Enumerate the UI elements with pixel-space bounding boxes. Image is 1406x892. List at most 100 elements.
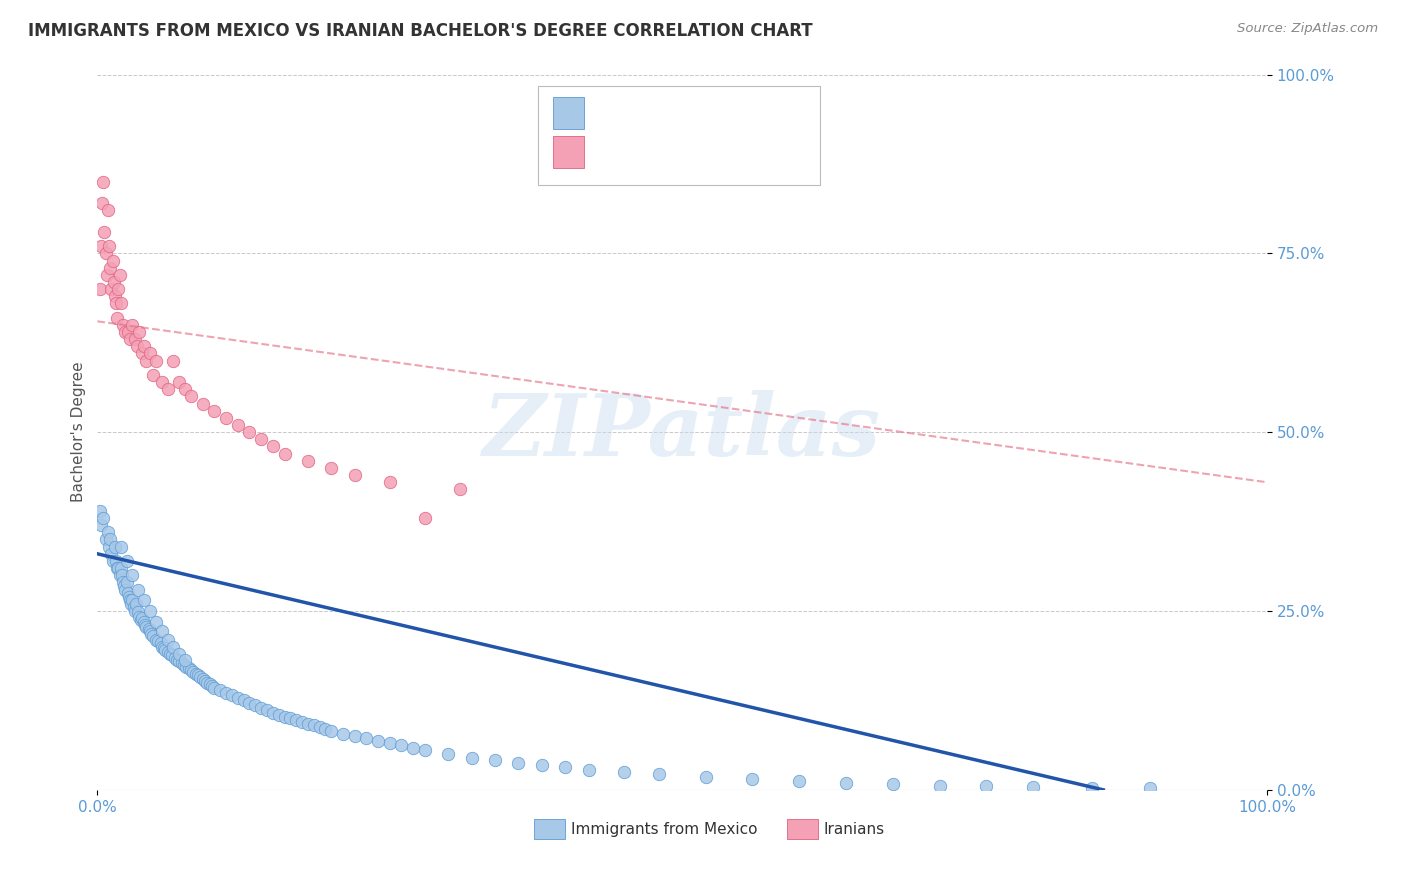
Point xyxy=(174,653,197,667)
Point xyxy=(142,629,165,643)
Point xyxy=(145,615,167,629)
Point xyxy=(101,253,124,268)
Point xyxy=(378,736,401,750)
Point xyxy=(180,663,202,677)
Point xyxy=(110,296,132,310)
Point xyxy=(232,693,254,707)
Point xyxy=(91,175,114,189)
Point xyxy=(613,764,636,779)
Point xyxy=(202,681,225,696)
Point xyxy=(256,703,278,717)
Point xyxy=(139,604,162,618)
Point xyxy=(695,770,717,784)
Point xyxy=(554,760,576,774)
Point xyxy=(124,332,146,346)
Point xyxy=(108,568,131,582)
Point xyxy=(138,622,160,636)
Point xyxy=(163,650,186,665)
Point xyxy=(134,593,156,607)
Point xyxy=(131,346,153,360)
Point xyxy=(93,225,115,239)
Point xyxy=(413,743,436,757)
Point xyxy=(238,696,260,710)
Point xyxy=(195,675,218,690)
Point xyxy=(94,246,117,260)
Point xyxy=(107,282,129,296)
Point xyxy=(291,714,314,729)
Point xyxy=(153,643,176,657)
Point xyxy=(297,454,319,468)
Point xyxy=(105,561,128,575)
Point xyxy=(150,375,173,389)
Point xyxy=(127,339,149,353)
Point xyxy=(121,593,143,607)
Point xyxy=(89,504,111,518)
Point xyxy=(131,611,153,625)
Point xyxy=(127,606,149,620)
Point xyxy=(202,403,225,417)
Point xyxy=(97,203,120,218)
Point xyxy=(128,325,150,339)
Point xyxy=(267,707,290,722)
Point xyxy=(787,774,810,789)
Point xyxy=(297,717,319,731)
Point xyxy=(103,275,125,289)
Point xyxy=(191,672,214,686)
Point xyxy=(112,318,135,332)
Point xyxy=(221,689,243,703)
Point xyxy=(1080,780,1102,795)
Point xyxy=(135,353,157,368)
Point xyxy=(104,289,127,303)
Point xyxy=(110,561,132,575)
Point xyxy=(184,667,207,681)
Point xyxy=(238,425,260,440)
Point xyxy=(928,779,950,793)
Point xyxy=(98,533,121,547)
Point xyxy=(98,239,121,253)
Point xyxy=(201,679,224,693)
Point xyxy=(262,706,284,720)
Point xyxy=(226,691,249,706)
Point xyxy=(882,777,904,791)
Point xyxy=(273,447,295,461)
Point xyxy=(460,750,482,764)
Point xyxy=(170,656,193,670)
Point xyxy=(578,763,600,777)
Point xyxy=(150,640,173,654)
Point xyxy=(89,282,111,296)
Point xyxy=(167,375,190,389)
Point xyxy=(117,325,139,339)
Point xyxy=(145,353,167,368)
Y-axis label: Bachelor's Degree: Bachelor's Degree xyxy=(72,362,86,502)
Point xyxy=(127,582,149,597)
Point xyxy=(110,540,132,554)
Point xyxy=(156,645,179,659)
Point xyxy=(209,682,232,697)
Point xyxy=(250,433,273,447)
Point xyxy=(367,734,389,748)
Point xyxy=(112,579,135,593)
Text: R = -0.607   N = 124: R = -0.607 N = 124 xyxy=(592,103,790,122)
Point xyxy=(378,475,401,490)
Point xyxy=(108,268,131,282)
Point xyxy=(94,533,117,547)
Point xyxy=(173,657,195,672)
Point xyxy=(90,518,112,533)
Point xyxy=(402,741,425,756)
Point xyxy=(285,713,308,727)
Text: Source: ZipAtlas.com: Source: ZipAtlas.com xyxy=(1237,22,1378,36)
Point xyxy=(250,700,273,714)
Point xyxy=(245,698,267,713)
Point xyxy=(332,727,354,741)
Point xyxy=(273,710,295,724)
Point xyxy=(308,720,330,734)
Point xyxy=(484,753,506,767)
Point xyxy=(508,756,530,770)
Point xyxy=(121,318,143,332)
Text: Iranians: Iranians xyxy=(824,822,884,837)
Point xyxy=(105,296,128,310)
Point xyxy=(976,779,998,793)
Point xyxy=(343,468,366,483)
Point xyxy=(120,332,142,346)
Point xyxy=(356,731,378,746)
